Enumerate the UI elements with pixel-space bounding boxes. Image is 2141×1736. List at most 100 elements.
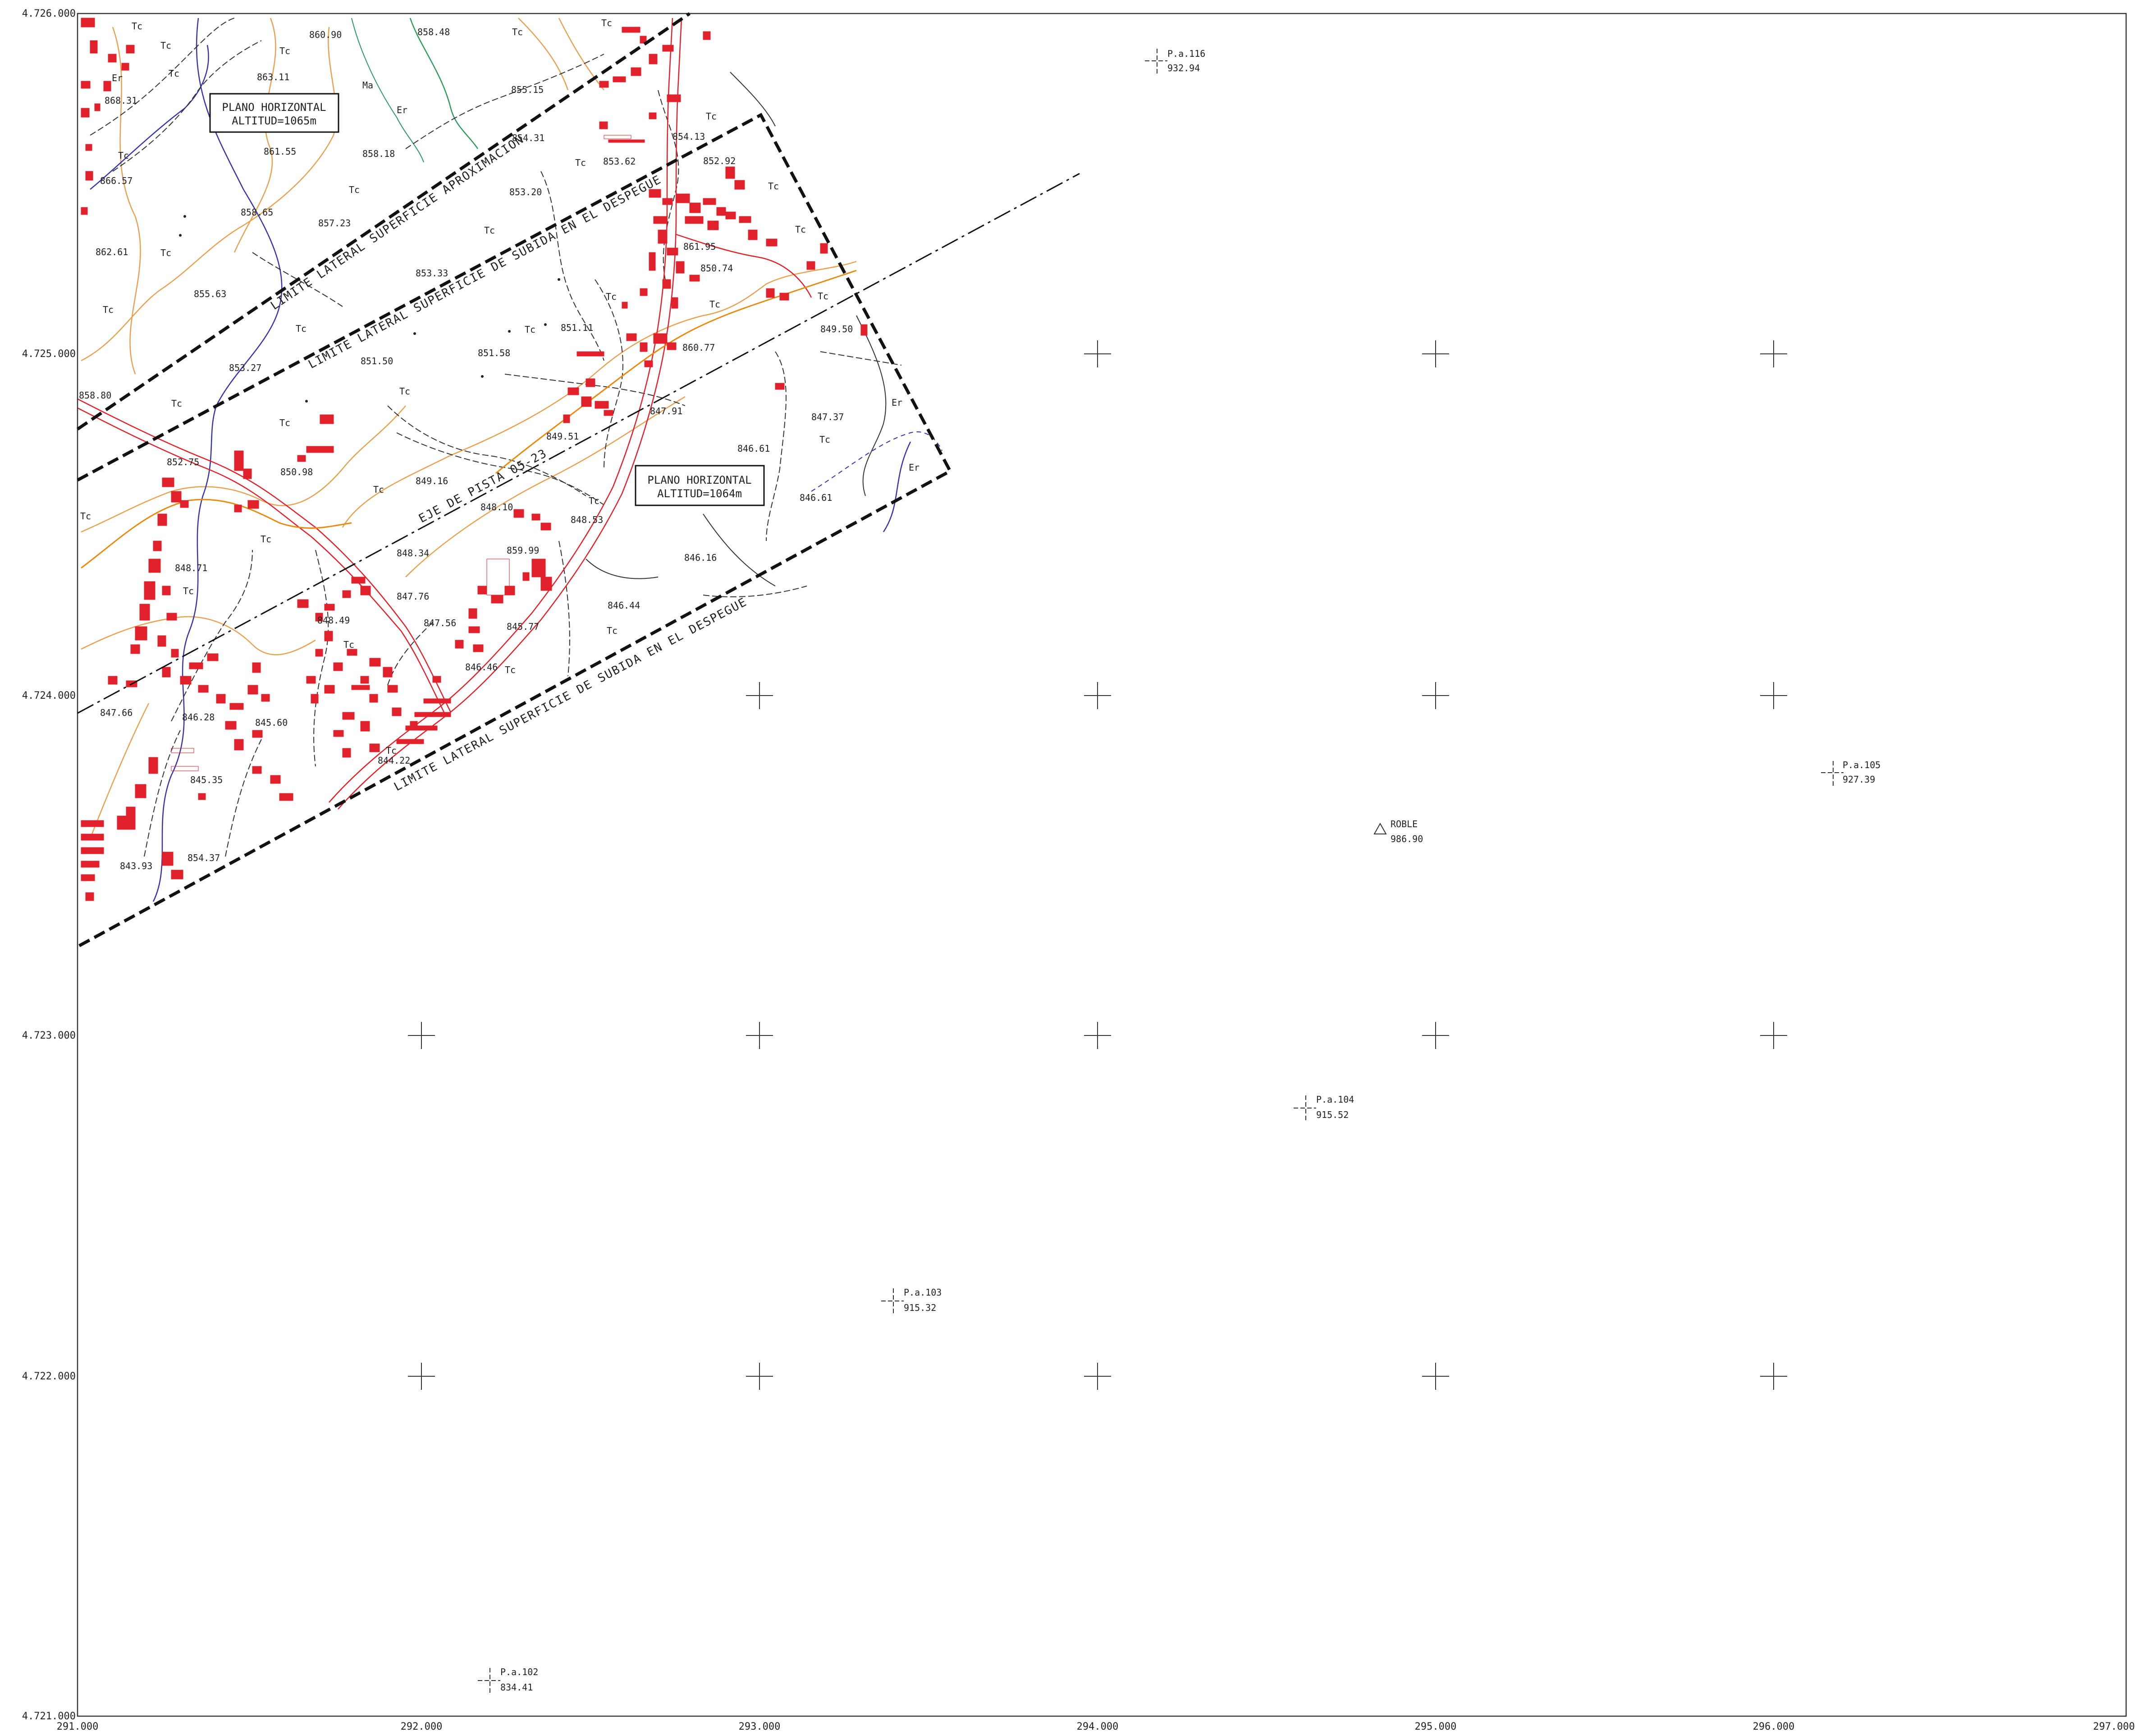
grid-crosses: [408, 340, 1787, 1390]
soil-code: Tc: [606, 291, 617, 302]
spot-height: 850.74: [700, 263, 733, 274]
x-axis-labels: 291.000 292.000 293.000 294.000 295.000 …: [57, 1721, 2135, 1732]
plane-box-1065: PLANO HORIZONTAL ALTITUD=1065m: [209, 93, 339, 133]
spot-height: 849.50: [820, 324, 853, 334]
soil-code: Tc: [607, 625, 618, 636]
y-tick-label: 4.726.000: [22, 8, 76, 19]
y-tick-label: 4.722.000: [22, 1371, 76, 1382]
soil-code: Tc: [261, 534, 271, 545]
spot-height: 851.11: [561, 322, 593, 333]
spot-height: 857.23: [318, 218, 351, 229]
soil-code: Tc: [709, 299, 720, 310]
y-axis-labels: 4.726.000 4.725.000 4.724.000 4.723.000 …: [22, 8, 76, 1722]
survey-point-p-a-104: P.a.104 915.52: [1294, 1094, 1354, 1120]
survey-point-name: P.a.103: [904, 1287, 942, 1298]
survey-point-elevation: 927.39: [1843, 774, 1875, 785]
soil-code: Tc: [279, 46, 290, 56]
x-tick-label: 292.000: [401, 1721, 443, 1732]
paths: [586, 72, 887, 586]
spot-height: 855.63: [194, 289, 226, 299]
x-tick-label: 296.000: [1753, 1721, 1795, 1732]
soil-code: Tc: [512, 27, 523, 37]
soil-code: Tc: [601, 18, 612, 28]
soil-code: Tc: [80, 511, 91, 522]
spot-height: 847.91: [650, 406, 682, 417]
spot-height: 848.49: [317, 615, 350, 626]
approach-surface-limit: [77, 12, 691, 431]
soil-code: Tc: [399, 386, 410, 397]
spot-height: 858.80: [79, 390, 111, 401]
spot-height: 853.62: [603, 156, 636, 167]
spot-height: 847.56: [424, 618, 456, 628]
takeoff-upper-limit: [77, 113, 952, 948]
soil-code: Tc: [795, 224, 806, 235]
soil-code: Tc: [525, 324, 535, 335]
spot-height: 852.75: [167, 457, 199, 467]
soil-code: Tc: [169, 68, 179, 79]
spot-height: 848.53: [571, 514, 603, 525]
soil-code: Tc: [343, 639, 354, 650]
soil-code: Tc: [819, 434, 830, 445]
runway-axis: [77, 173, 1080, 714]
plane-box-altitude: ALTITUD=1065m: [232, 115, 316, 127]
spot-height: 859.99: [507, 545, 539, 556]
spot-height: 851.50: [361, 356, 393, 366]
soil-code: Tc: [296, 323, 307, 334]
spot-height: 849.51: [546, 431, 579, 442]
spot-height: 858.18: [362, 148, 395, 159]
spot-height: 843.93: [120, 861, 152, 871]
survey-point-elevation: 986.90: [1391, 834, 1423, 844]
soil-code: Er: [112, 73, 123, 83]
spot-height: 848.71: [175, 563, 207, 573]
spot-height: 855.15: [511, 84, 544, 95]
spot-height: 849.16: [416, 476, 448, 486]
spot-height: 850.98: [280, 467, 313, 477]
spot-height: 847.37: [811, 412, 844, 422]
soil-codes: Tc Tc Tc Tc Tc Tc Er Er Ma Tc Tc Tc Tc T…: [80, 18, 920, 756]
spot-heights: 860.90 858.48 863.11 855.15 868.31 861.5…: [79, 27, 853, 871]
y-tick-label: 4.725.000: [22, 348, 76, 360]
x-tick-label: 293.000: [739, 1721, 781, 1732]
spot-height: 858.48: [417, 27, 450, 37]
spot-height: 853.20: [509, 187, 542, 197]
spot-height: 846.61: [737, 443, 770, 454]
spot-height: 845.60: [255, 717, 288, 728]
plane-box-title: PLANO HORIZONTAL: [647, 474, 751, 486]
y-tick-label: 4.721.000: [22, 1711, 76, 1722]
spot-height: 860.90: [309, 29, 342, 40]
plane-box-altitude: ALTITUD=1064m: [657, 487, 742, 500]
spot-height: 866.57: [100, 175, 133, 186]
soil-code: Tc: [183, 586, 194, 596]
spot-height: 846.61: [800, 492, 832, 503]
spot-height: 854.31: [512, 133, 544, 143]
survey-point-name: P.a.102: [500, 1667, 538, 1677]
x-tick-label: 297.000: [2093, 1721, 2135, 1732]
buildings: [81, 18, 868, 901]
soil-code: Tc: [505, 664, 516, 675]
soil-code: Tc: [575, 157, 586, 168]
survey-point-elevation: 915.32: [904, 1302, 936, 1313]
spot-height: 847.66: [100, 707, 133, 718]
spot-height: 861.55: [264, 146, 296, 157]
x-tick-label: 294.000: [1077, 1721, 1119, 1732]
spot-height: 853.33: [416, 268, 448, 279]
spot-height: 845.35: [190, 774, 223, 785]
survey-point-name: P.a.116: [1167, 48, 1205, 59]
soil-code: Er: [892, 397, 902, 408]
contour-lines: [81, 18, 857, 839]
spot-height: 868.31: [105, 95, 137, 106]
spot-height: 858.65: [241, 207, 273, 218]
y-tick-label: 4.724.000: [22, 690, 76, 701]
streams: [90, 18, 911, 902]
spot-height: 862.61: [96, 247, 128, 257]
spot-height: 863.11: [257, 72, 289, 82]
spot-height: 854.37: [188, 852, 220, 863]
soil-code: Tc: [118, 150, 129, 161]
obstacle-limit-surfaces: [77, 12, 952, 948]
spot-height: 860.77: [682, 342, 715, 353]
spot-height: 844.22: [378, 755, 410, 766]
soil-code: Tc: [160, 247, 171, 258]
x-tick-label: 291.000: [57, 1721, 99, 1732]
soil-code: Tc: [279, 417, 290, 428]
takeoff-upper-label: LIMITE LATERAL SUPERFICIE DE SUBIDA EN E…: [306, 173, 663, 371]
